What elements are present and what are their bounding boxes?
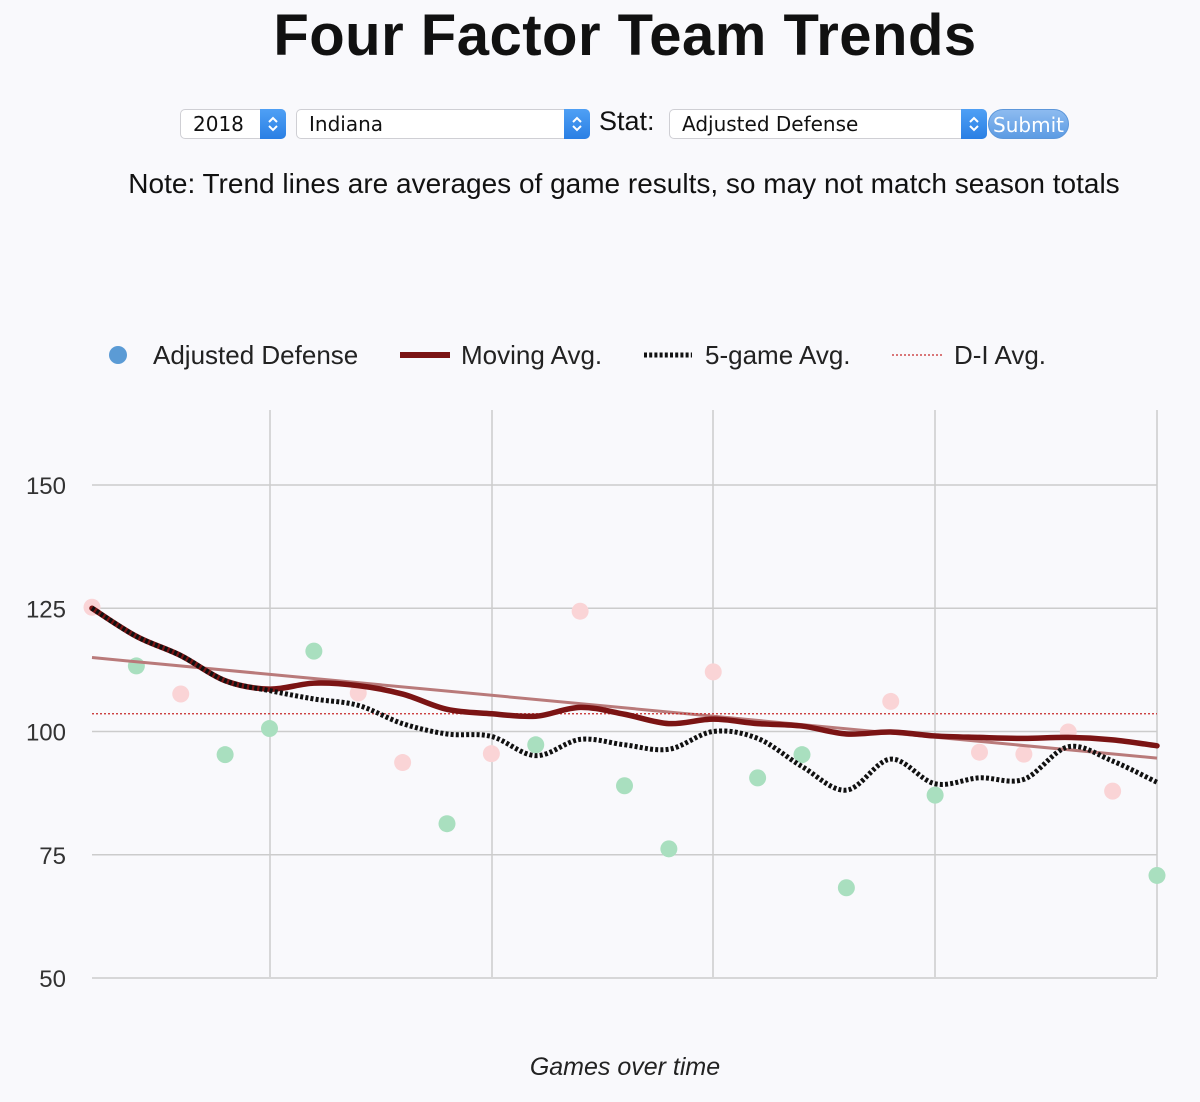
y-tick-label: 100	[26, 720, 66, 747]
legend-label-adjusted-defense: Adjusted Defense	[153, 340, 358, 370]
data-point	[527, 736, 545, 754]
data-point	[749, 769, 767, 787]
data-point	[305, 642, 323, 660]
data-point	[616, 777, 633, 795]
chart-grid	[92, 410, 1158, 979]
year-select-value: 2018	[193, 112, 244, 136]
data-point	[261, 720, 278, 738]
y-tick-label: 75	[39, 843, 66, 870]
data-point	[438, 815, 456, 833]
x-axis-label: Games over time	[530, 1053, 720, 1081]
five-game-avg-line	[90, 606, 1159, 793]
data-point	[1148, 866, 1166, 884]
stat-select-value: Adjusted Defense	[682, 112, 859, 136]
data-point	[793, 746, 811, 764]
data-point	[1015, 745, 1033, 763]
y-tick-label: 125	[26, 596, 66, 623]
stat-label: Stat:	[599, 106, 655, 136]
moving-avg-line	[89, 605, 1160, 749]
data-point	[482, 745, 500, 763]
y-tick-label: 150	[26, 473, 66, 500]
data-point	[926, 786, 944, 804]
legend-label-five-game-avg: 5-game Avg.	[705, 340, 851, 370]
y-axis-ticks: 50 75 100 125 150	[26, 473, 66, 993]
linear-trend-line	[91, 656, 1158, 760]
data-point	[216, 746, 234, 764]
legend-label-moving-avg: Moving Avg.	[461, 340, 602, 370]
stat-select-chevron-icon	[961, 109, 987, 139]
data-point	[172, 685, 190, 703]
legend-swatch-adjusted-defense	[109, 346, 127, 364]
data-point	[704, 663, 722, 681]
chart-legend: Adjusted Defense Moving Avg. 5-game Avg. D-…	[109, 340, 1046, 370]
team-select-chevron-icon	[564, 109, 590, 139]
chart-marks	[83, 598, 1166, 897]
data-point	[971, 743, 988, 761]
year-select-chevron-icon	[260, 109, 286, 139]
data-point	[660, 840, 678, 858]
data-point	[882, 692, 900, 710]
note-text: Note: Trend lines are averages of game r…	[128, 168, 1120, 199]
data-point	[571, 602, 589, 620]
submit-button[interactable]: Submit	[988, 109, 1069, 139]
team-select-value: Indiana	[309, 112, 384, 136]
y-tick-label: 50	[39, 966, 66, 993]
legend-label-di-avg: D-I Avg.	[954, 340, 1046, 370]
page-title: Four Factor Team Trends	[273, 3, 977, 68]
data-point	[837, 879, 855, 897]
team-select[interactable]: Indiana	[296, 109, 590, 139]
data-point	[1104, 782, 1122, 800]
stat-select[interactable]: Adjusted Defense	[669, 109, 987, 139]
data-point	[394, 754, 412, 772]
year-select[interactable]: 2018	[180, 109, 286, 139]
